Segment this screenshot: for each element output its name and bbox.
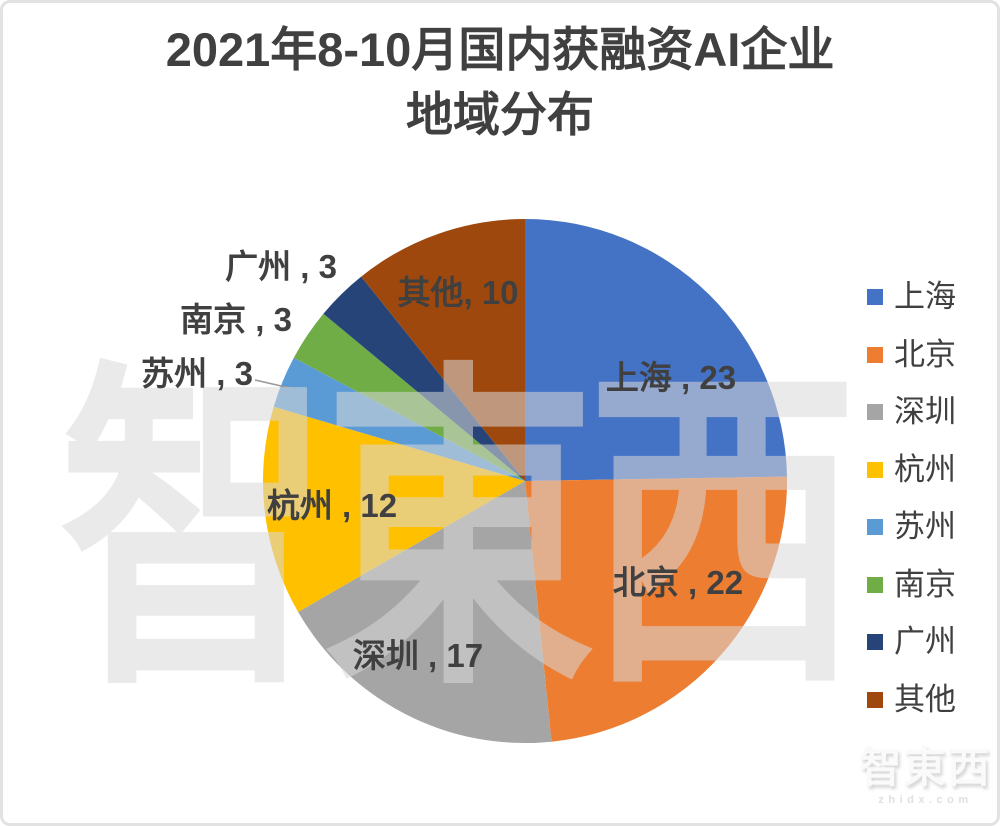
slice-label-广州: 广州 , 3 bbox=[225, 248, 337, 285]
pie-slice-苏州 bbox=[273, 357, 525, 481]
legend-item-广州: 广州 bbox=[867, 625, 956, 659]
legend-item-南京: 南京 bbox=[867, 566, 956, 602]
legend-item-深圳: 深圳 bbox=[867, 395, 956, 429]
slice-label-苏州: 苏州 , 3 bbox=[141, 355, 253, 392]
slice-label-上海: 上海 , 23 bbox=[605, 359, 737, 396]
legend-label-深圳: 深圳 bbox=[894, 394, 956, 429]
chart-title-line2: 地域分布 bbox=[406, 88, 594, 141]
legend-label-南京: 南京 bbox=[894, 566, 956, 602]
legend-item-上海: 上海 bbox=[867, 280, 956, 314]
pie-slice-北京 bbox=[525, 476, 788, 742]
legend-item-北京: 北京 bbox=[867, 336, 956, 372]
legend-label-杭州: 杭州 bbox=[894, 451, 956, 487]
pie-slice-南京 bbox=[293, 313, 525, 481]
legend-swatch-杭州 bbox=[867, 461, 883, 478]
slice-label-杭州: 杭州 , 12 bbox=[266, 487, 398, 524]
pie-slice-杭州 bbox=[262, 406, 525, 612]
brand-site-text: zhidx.com bbox=[878, 794, 973, 807]
legend-swatch-北京 bbox=[867, 346, 883, 363]
legend-swatch-深圳 bbox=[867, 404, 883, 420]
slice-label-北京: 北京 , 22 bbox=[612, 564, 744, 601]
slice-label-其他: 其他, 10 bbox=[397, 274, 519, 311]
brand-logo-text: 智東西 bbox=[859, 744, 992, 791]
legend-swatch-苏州 bbox=[867, 519, 883, 535]
pie-slice-上海 bbox=[525, 219, 787, 481]
legend-label-其他: 其他 bbox=[894, 681, 956, 717]
legend-item-其他: 其他 bbox=[867, 681, 956, 717]
pie-slice-深圳 bbox=[298, 481, 552, 744]
legend-item-杭州: 杭州 bbox=[867, 451, 956, 487]
slice-label-深圳: 深圳 , 17 bbox=[352, 637, 484, 674]
chart-title-line1: 2021年8-10月国内获融资AI企业 bbox=[165, 23, 835, 76]
slice-label-南京: 南京 , 3 bbox=[180, 301, 292, 338]
pie-slice-广州 bbox=[323, 276, 525, 481]
pie-chart bbox=[254, 219, 788, 744]
legend-label-上海: 上海 bbox=[894, 279, 956, 314]
label-leader-line bbox=[254, 379, 291, 389]
pie-slice-其他 bbox=[361, 219, 525, 481]
legend-label-广州: 广州 bbox=[894, 624, 956, 659]
legend-swatch-其他 bbox=[867, 691, 883, 708]
legend-swatch-上海 bbox=[867, 289, 883, 305]
chart-legend: 上海北京深圳杭州苏州南京广州其他 bbox=[867, 280, 956, 717]
legend-label-苏州: 苏州 bbox=[894, 509, 956, 544]
legend-item-苏州: 苏州 bbox=[867, 510, 956, 544]
chart-title: 2021年8-10月国内获融资AI企业 地域分布 bbox=[3, 17, 997, 147]
brand-logo: 智東西 zhidx.com bbox=[853, 743, 997, 807]
legend-swatch-南京 bbox=[867, 576, 883, 593]
legend-label-北京: 北京 bbox=[894, 336, 956, 372]
legend-swatch-广州 bbox=[867, 634, 883, 650]
